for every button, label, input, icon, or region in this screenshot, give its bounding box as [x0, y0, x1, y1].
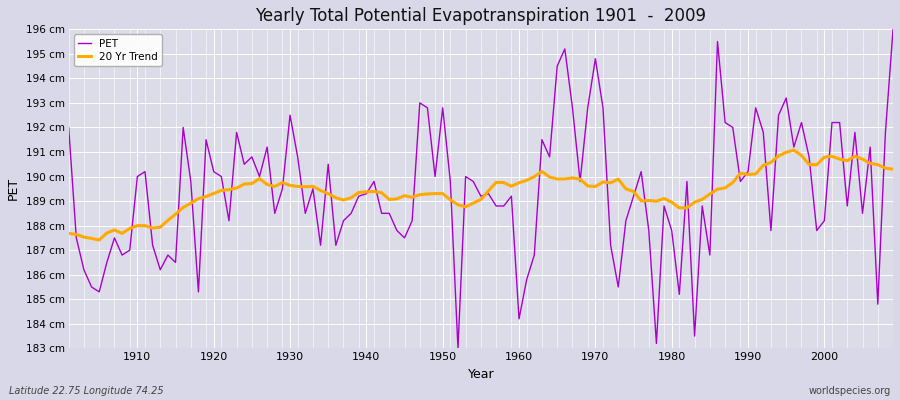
PET [338, 218, 349, 223]
20 Yr Trend [788, 148, 799, 152]
20 Yr Trend [346, 195, 356, 200]
PET [521, 277, 532, 282]
PET [124, 248, 135, 252]
Text: Latitude 22.75 Longitude 74.25: Latitude 22.75 Longitude 74.25 [9, 386, 164, 396]
X-axis label: Year: Year [467, 368, 494, 381]
20 Yr Trend [94, 238, 104, 242]
20 Yr Trend [521, 178, 532, 183]
Legend: PET, 20 Yr Trend: PET, 20 Yr Trend [74, 34, 162, 66]
20 Yr Trend [887, 167, 898, 172]
20 Yr Trend [63, 231, 74, 236]
PET [63, 125, 74, 130]
20 Yr Trend [613, 177, 624, 182]
Text: worldspecies.org: worldspecies.org [809, 386, 891, 396]
PET [887, 27, 898, 32]
PET [514, 316, 525, 321]
PET [453, 346, 464, 351]
Line: 20 Yr Trend: 20 Yr Trend [68, 150, 893, 240]
Title: Yearly Total Potential Evapotranspiration 1901  -  2009: Yearly Total Potential Evapotranspiratio… [256, 7, 706, 25]
PET [292, 154, 303, 159]
Y-axis label: PET: PET [7, 177, 20, 200]
Line: PET: PET [68, 29, 893, 348]
PET [613, 284, 624, 289]
20 Yr Trend [300, 184, 310, 189]
20 Yr Trend [132, 223, 143, 228]
20 Yr Trend [514, 180, 525, 185]
